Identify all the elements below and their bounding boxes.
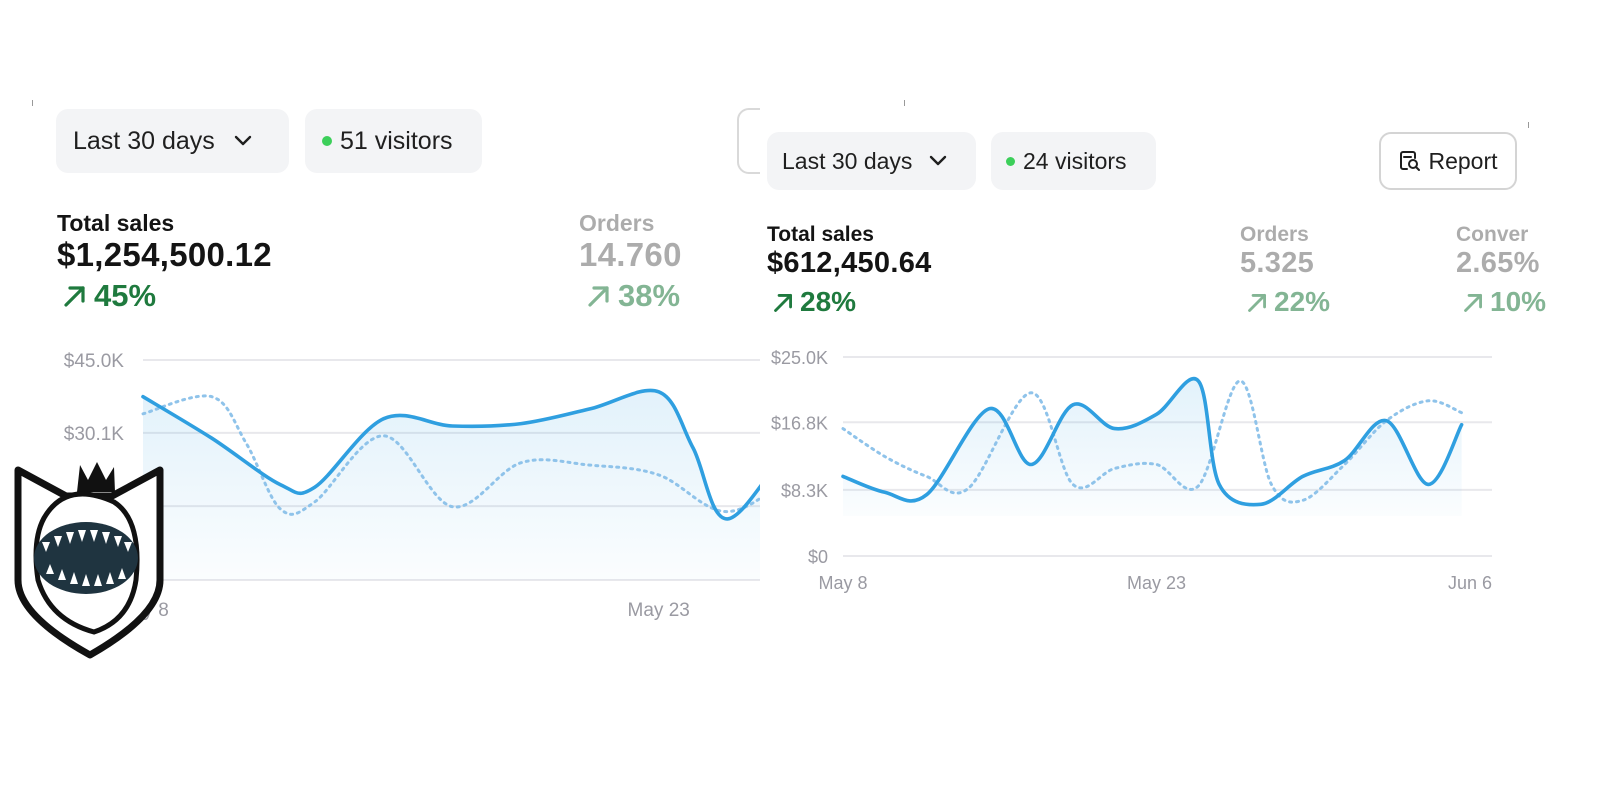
corner-mark xyxy=(1528,122,1529,128)
metric-value-total-sales: $612,450.64 xyxy=(767,247,932,279)
metric-value-orders: 14.760 xyxy=(579,236,682,273)
sales-chart-right: $25.0K $16.8K $8.3K $0 May 8 May 23 Jun 6 xyxy=(771,348,1492,593)
metric-label-orders: Orders xyxy=(1240,223,1309,246)
metric-change-value: 45% xyxy=(94,278,157,313)
date-range-label: Last 30 days xyxy=(73,126,215,155)
report-button[interactable] xyxy=(737,108,770,174)
chevron-down-icon xyxy=(930,155,947,166)
series-line-comparison xyxy=(841,379,1464,504)
report-search-icon xyxy=(1400,151,1421,171)
y-tick-label: $45.0K xyxy=(64,351,125,372)
visitors-badge[interactable]: 24 visitors xyxy=(991,132,1156,190)
y-tick-label: $0 xyxy=(808,547,828,567)
series-line-current xyxy=(841,376,1464,507)
y-tick-label: $16.8K xyxy=(771,413,828,433)
metric-change-value: 28% xyxy=(800,286,857,317)
visitors-badge[interactable]: 51 visitors xyxy=(305,109,482,173)
metric-change-orders: 38% xyxy=(586,278,680,314)
shark-crown-logo xyxy=(14,462,164,659)
metric-label-total-sales: Total sales xyxy=(767,223,874,246)
arrow-up-right-icon xyxy=(64,286,85,307)
metric-change-value: 38% xyxy=(618,278,681,313)
y-tick-label: $30.1K xyxy=(64,424,125,445)
x-tick-label: May 23 xyxy=(628,600,690,621)
date-range-dropdown[interactable]: Last 30 days xyxy=(767,132,976,190)
x-tick-label: Jun 6 xyxy=(1448,573,1492,593)
metric-change-conversion: 10% xyxy=(1462,286,1546,318)
metric-label-conversion: Conver xyxy=(1456,223,1529,246)
live-dot-icon xyxy=(322,136,332,146)
y-tick-label: $8.3K xyxy=(781,481,828,501)
date-range-label: Last 30 days xyxy=(782,147,913,174)
arrow-up-right-icon xyxy=(1464,293,1482,312)
metric-change-total-sales: 45% xyxy=(62,278,156,314)
visitors-label: 24 visitors xyxy=(1023,147,1127,174)
metric-change-value: 22% xyxy=(1274,286,1331,317)
x-tick-label: May 23 xyxy=(1127,573,1186,593)
corner-mark xyxy=(904,100,905,106)
crown-icon xyxy=(77,462,115,492)
arrow-up-right-icon xyxy=(1248,293,1266,312)
live-dot-icon xyxy=(1006,156,1015,166)
metric-change-value: 10% xyxy=(1490,286,1547,317)
metric-change-orders: 22% xyxy=(1246,286,1330,318)
chevron-down-icon xyxy=(234,135,251,146)
series-area-current xyxy=(843,378,1462,516)
arrow-up-right-icon xyxy=(774,293,792,312)
date-range-dropdown[interactable]: Last 30 days xyxy=(56,109,289,173)
series-line-current xyxy=(141,388,770,521)
series-line-comparison xyxy=(141,394,770,516)
corner-mark xyxy=(32,100,33,106)
sales-panel-right: Last 30 days 24 visitors Report Total sa… xyxy=(760,100,1572,620)
metric-label-total-sales: Total sales xyxy=(57,210,175,236)
series-area-current xyxy=(143,390,770,580)
metric-value-conversion: 2.65% xyxy=(1456,247,1540,279)
metric-label-orders: Orders xyxy=(579,210,655,236)
arrow-up-right-icon xyxy=(588,286,609,307)
metric-value-total-sales: $1,254,500.12 xyxy=(57,236,272,273)
report-label: Report xyxy=(1428,147,1498,174)
visitors-label: 51 visitors xyxy=(340,126,453,155)
metric-value-orders: 5.325 xyxy=(1240,247,1315,279)
x-tick-label: May 8 xyxy=(818,573,867,593)
metric-change-total-sales: 28% xyxy=(772,286,856,318)
y-tick-label: $25.0K xyxy=(771,348,828,368)
report-button[interactable]: Report xyxy=(1379,132,1517,190)
